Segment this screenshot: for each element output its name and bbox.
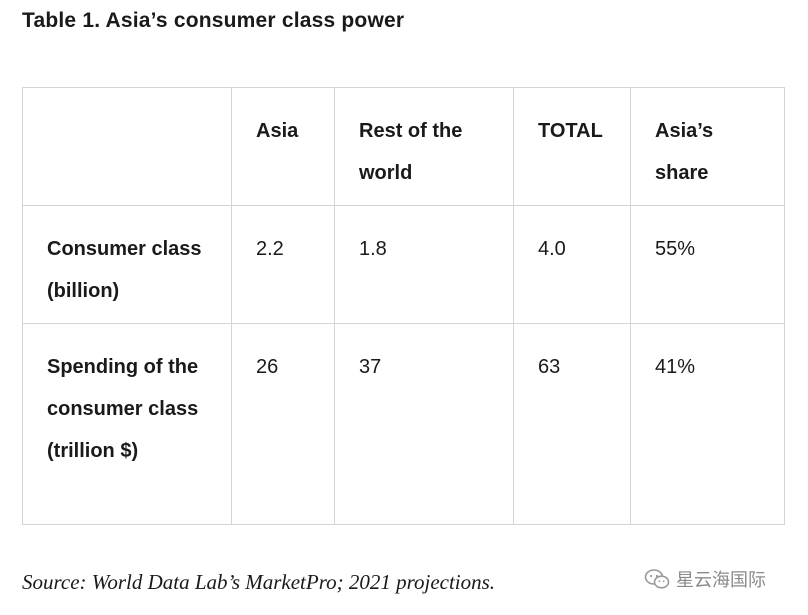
cell-consumer-rest: 1.8 [334, 205, 514, 324]
header-cell-rest-of-world: Rest of the world [334, 87, 514, 206]
cell-spending-rest: 37 [334, 323, 514, 525]
cell-spending-asia: 26 [231, 323, 335, 525]
table-row: Consumer class (billion) 2.2 1.8 4.0 55% [22, 205, 785, 324]
header-cell-empty [22, 87, 232, 206]
cell-consumer-asia: 2.2 [231, 205, 335, 324]
row-label-spending: Spending of the consumer class (trillion… [22, 323, 232, 525]
row-label-consumer-class: Consumer class (billion) [22, 205, 232, 324]
wechat-icon [644, 569, 670, 589]
header-cell-total: TOTAL [513, 87, 631, 206]
source-note: Source: World Data Lab’s MarketPro; 2021… [22, 570, 496, 594]
cell-consumer-total: 4.0 [513, 205, 631, 324]
watermark-text: 星云海国际 [676, 570, 766, 590]
table-header-row: Asia Rest of the world TOTAL Asia’s shar… [22, 87, 785, 206]
cell-consumer-share: 55% [630, 205, 785, 324]
table-row: Spending of the consumer class (trillion… [22, 323, 785, 525]
watermark: 星云海国际 [644, 566, 766, 592]
header-cell-asia-share: Asia’s share [630, 87, 785, 206]
header-cell-asia: Asia [231, 87, 335, 206]
table-title: Table 1. Asia’s consumer class power [22, 9, 405, 32]
cell-spending-total: 63 [513, 323, 631, 525]
cell-spending-share: 41% [630, 323, 785, 525]
data-table: Asia Rest of the world TOTAL Asia’s shar… [22, 87, 785, 525]
